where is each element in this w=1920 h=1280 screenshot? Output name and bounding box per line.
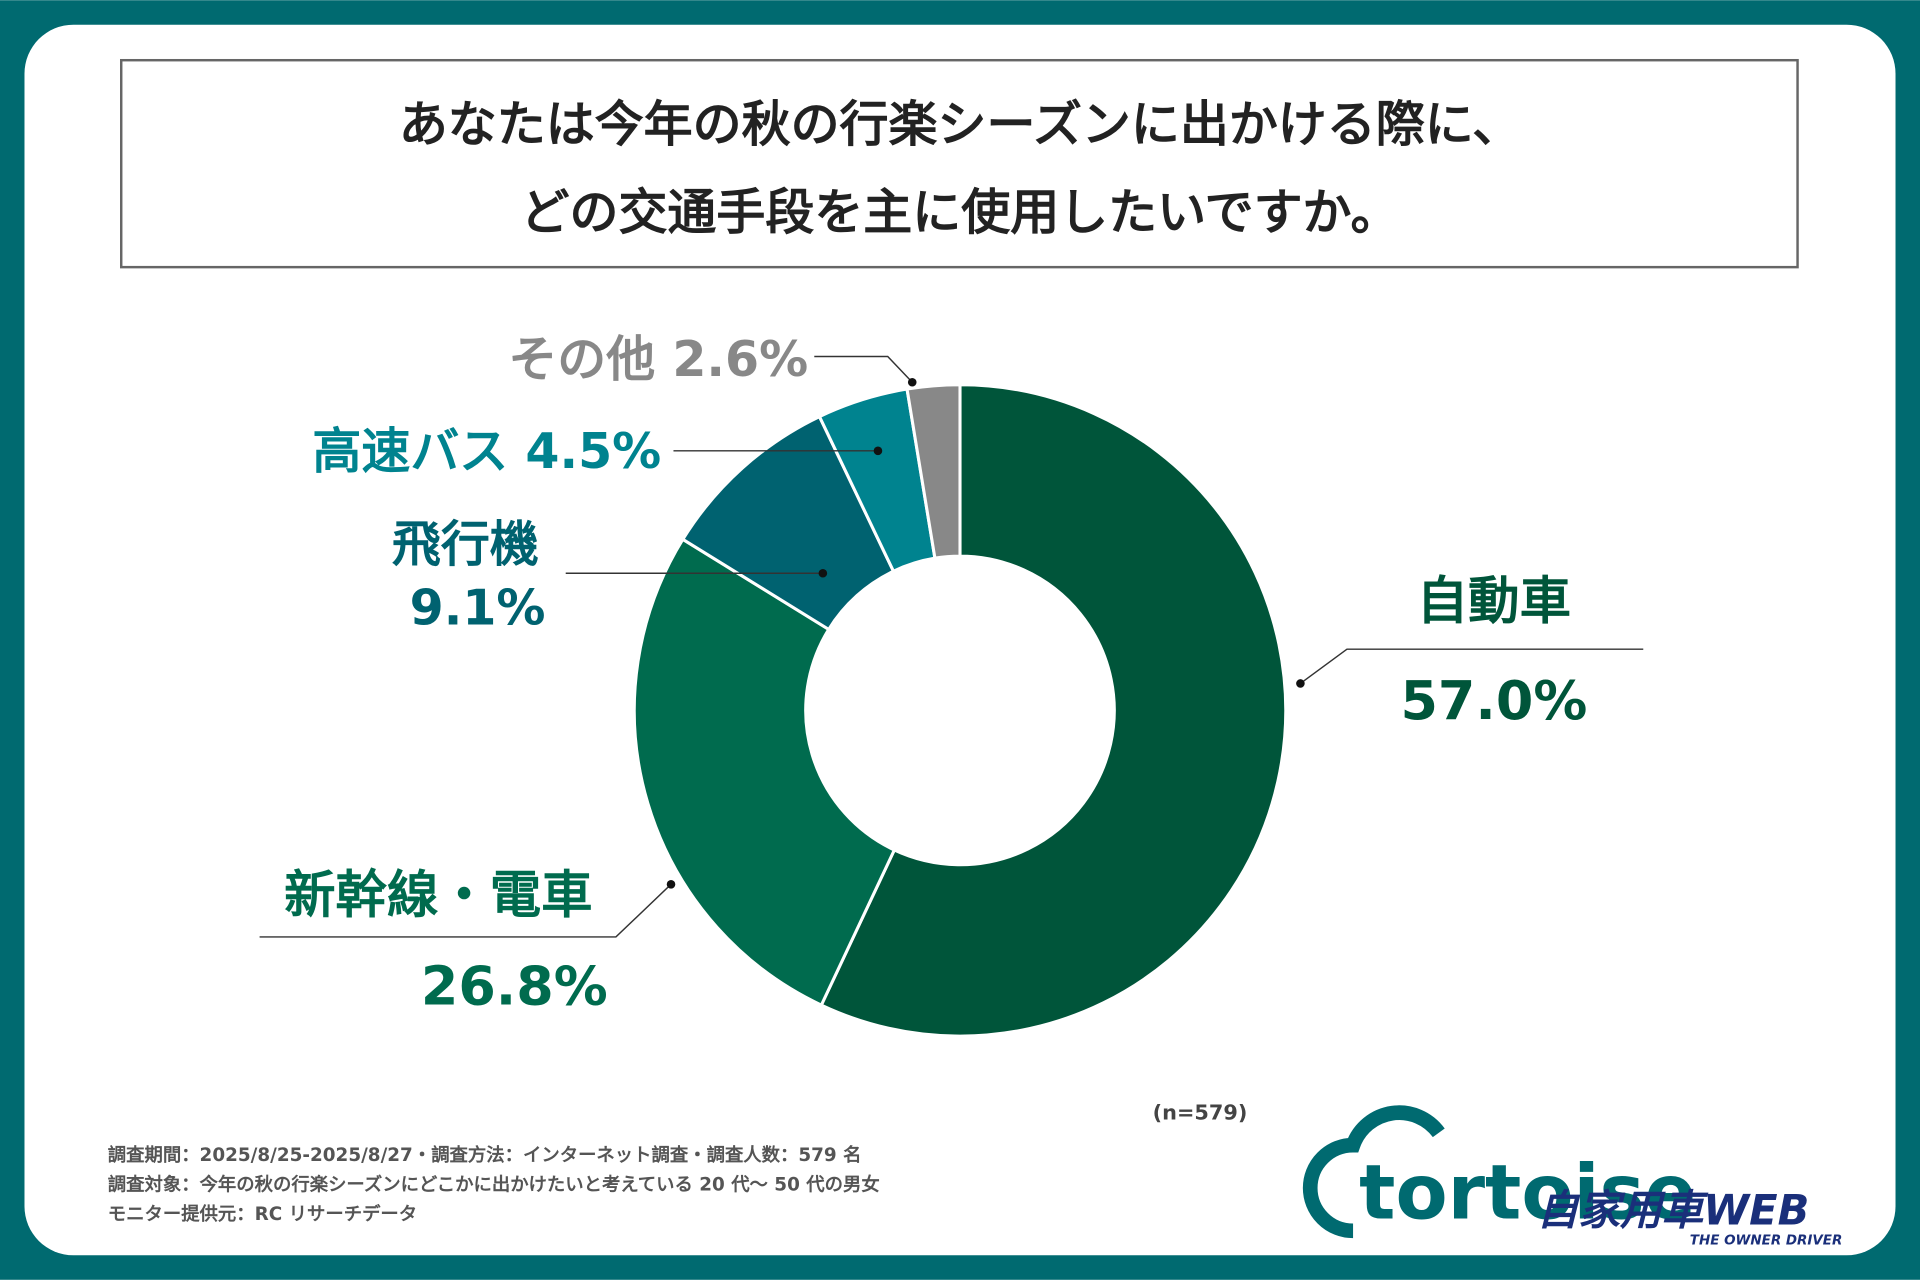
logo-tagline: THE OWNER DRIVER xyxy=(1690,1233,1843,1248)
category-label: その他 xyxy=(508,331,655,388)
note: 調査対象：今年の秋の行楽シーズンにどこかに出かけたいと考えている 20 代～ 5… xyxy=(108,1173,880,1195)
value-label: 4.5% xyxy=(525,423,661,480)
chart-title: あなたは今年の秋の行楽シーズンに出かける際に、 xyxy=(399,96,1521,153)
note: 調査期間：2025/8/25-2025/8/27・調査方法：インターネット調査・… xyxy=(108,1144,862,1166)
logo: tortoise 自家用車WEB THE OWNER DRIVER xyxy=(1302,1105,1843,1248)
leader-line xyxy=(814,355,913,383)
note: モニター提供元：RC リサーチデータ xyxy=(108,1203,417,1225)
leader-dot xyxy=(873,446,883,456)
logo-magazine: 自家用車WEB xyxy=(1537,1186,1810,1235)
leader-line xyxy=(259,883,672,938)
panel xyxy=(24,24,1896,1256)
category-label: 自動車 xyxy=(1417,572,1571,632)
slice-label: その他 2.6% xyxy=(508,331,808,388)
value-label: 9.1% xyxy=(410,580,546,637)
donut-slice xyxy=(632,537,897,1008)
title-box xyxy=(120,58,1799,269)
value-label: 2.6% xyxy=(672,331,808,388)
value-label: 57.0% xyxy=(1400,669,1587,732)
leader-dot xyxy=(818,568,828,578)
sample-size: (n=579) xyxy=(1153,1100,1248,1124)
category-label: 高速バス xyxy=(312,423,508,480)
logo-mark xyxy=(1302,1105,1445,1239)
leader-dot xyxy=(907,377,917,387)
category-label: 飛行機 xyxy=(392,516,539,573)
chart-title: どの交通手段を主に使用したいですか。 xyxy=(521,184,1400,241)
leader-dot xyxy=(666,880,676,889)
slice-label: 高速バス 4.5% xyxy=(312,423,661,480)
value-label: 26.8% xyxy=(421,954,608,1017)
leader-dot xyxy=(1296,679,1305,688)
logo-brand: tortoise xyxy=(1359,1149,1696,1237)
category-label: 新幹線・電車 xyxy=(284,865,592,925)
donut-slice xyxy=(819,383,1288,1038)
donut-slice xyxy=(905,383,962,560)
leader-line xyxy=(1299,648,1644,685)
